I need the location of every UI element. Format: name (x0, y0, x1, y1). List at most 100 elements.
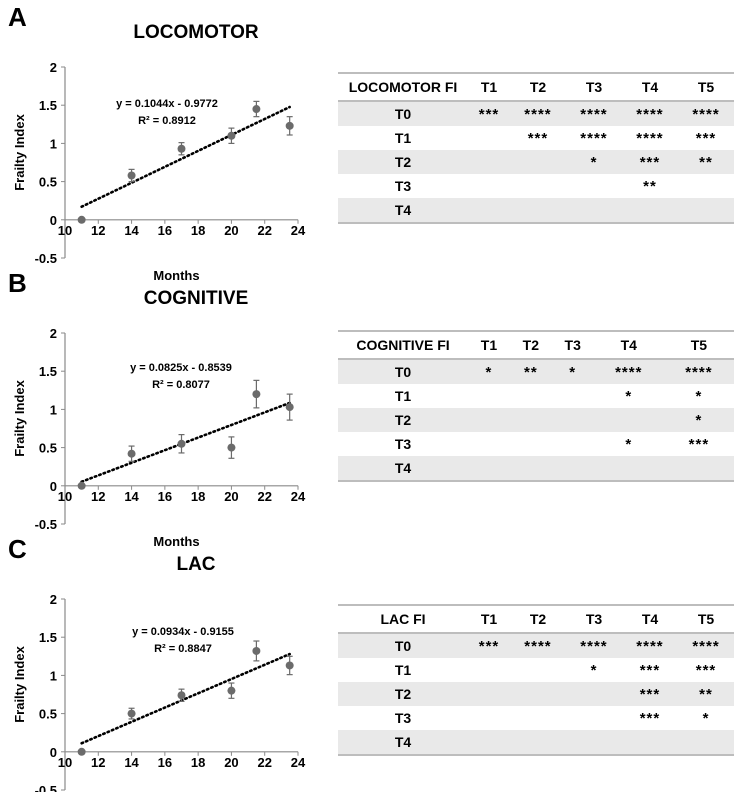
y-tick-label: -0.5 (35, 783, 57, 792)
row-header: T4 (338, 730, 468, 756)
y-tick-label: 1.5 (39, 364, 57, 379)
table-row: T4 (338, 198, 734, 224)
y-axis-title: Frailty Index (12, 113, 27, 190)
significance-cell (468, 408, 510, 432)
significance-cell: **** (636, 129, 664, 147)
significance-cell (621, 730, 678, 756)
table-row: T2 *** ** (338, 682, 734, 706)
table-row: T4 (338, 456, 734, 482)
row-header: T2 (338, 408, 468, 432)
x-tick-label: 10 (58, 489, 72, 504)
significance-cell: **** (509, 101, 566, 126)
data-point (77, 215, 86, 224)
significance-table: LAC FI T1 T2 T3 T4 T5 T0 *** **** **** **** **** T1 *… (338, 604, 734, 756)
significance-cell (552, 384, 594, 408)
panel-letter: C (8, 534, 27, 564)
data-point (177, 144, 186, 153)
significance-cell (565, 198, 622, 224)
significance-cell (509, 198, 566, 224)
x-tick-label: 24 (291, 755, 306, 770)
table-row: T3 ** (338, 174, 734, 198)
column-header: T2 (509, 604, 566, 634)
table-row: T0 * ** * **** **** (338, 359, 734, 384)
x-tick-label: 12 (91, 489, 105, 504)
x-tick-label: 20 (224, 755, 238, 770)
significance-cell: **** (565, 633, 622, 658)
trendline-equation: y = 0.1044x - 0.9772 (116, 98, 218, 110)
significance-cell: ** (509, 359, 552, 384)
significance-table: COGNITIVE FI T1 T2 T3 T4 T5 T0 * ** * **** **** T1 * *… (338, 330, 734, 482)
x-tick-label: 10 (58, 755, 72, 770)
significance-cell (565, 682, 622, 706)
row-header: T3 (394, 436, 412, 452)
significance-cell: *** (527, 129, 549, 147)
column-header: T1 (468, 72, 510, 102)
significance-cell: **** (509, 633, 566, 658)
significance-cell (509, 730, 566, 756)
table-header-row: LAC FI T1 T2 T3 T4 T5 (338, 604, 734, 634)
column-header: T1 (468, 604, 510, 634)
significance-cell (510, 384, 552, 408)
x-tick-label: 14 (124, 489, 139, 504)
data-point (227, 131, 236, 140)
significance-cell (510, 658, 566, 682)
x-tick-label: 16 (158, 489, 172, 504)
significance-cell (468, 456, 510, 482)
data-point (77, 481, 86, 490)
r-squared: R² = 0.8912 (138, 115, 196, 127)
row-header: T0 (338, 101, 468, 126)
x-tick-label: 14 (124, 223, 139, 238)
trendline-equation: y = 0.0825x - 0.8539 (130, 362, 232, 374)
table-header-row: LOCOMOTOR FI T1 T2 T3 T4 T5 (338, 72, 734, 102)
significance-cell (677, 730, 734, 756)
significance-cell (468, 384, 510, 408)
significance-cell: * (551, 359, 594, 384)
y-tick-label: 0 (50, 213, 57, 228)
data-point (252, 105, 261, 114)
x-tick-label: 24 (291, 223, 306, 238)
x-tick-label: 18 (191, 755, 205, 770)
significance-cell (510, 174, 566, 198)
data-point (285, 661, 294, 670)
column-header: T5 (677, 604, 734, 634)
y-tick-label: 1.5 (39, 630, 57, 645)
x-tick-label: 16 (158, 223, 172, 238)
y-tick-label: -0.5 (35, 517, 57, 532)
significance-cell (509, 150, 566, 174)
column-header: T4 (621, 72, 678, 102)
data-point (227, 443, 236, 452)
row-header: T3 (394, 178, 412, 194)
column-header: T3 (565, 604, 622, 634)
significance-cell: *** (639, 709, 661, 727)
x-tick-label: 24 (291, 489, 306, 504)
significance-cell: * (468, 359, 510, 384)
column-header: T1 (468, 330, 510, 360)
table-row: T0 *** **** **** **** **** (338, 633, 734, 658)
data-point (127, 449, 136, 458)
panel-b: B COGNITIVE -0.5 0 0.5 1 1.5 2 10 12 14 16 18 20 22 2… (0, 266, 735, 549)
trendline-equation-block: y = 0.0934x - 0.9155 R² = 0.8847 (98, 624, 268, 658)
y-tick-label: 1 (50, 668, 57, 683)
significance-cell (677, 198, 734, 224)
significance-cell (566, 174, 622, 198)
significance-cell: ** (677, 150, 734, 174)
row-header: T4 (338, 198, 468, 224)
r-squared: R² = 0.8077 (152, 379, 210, 391)
y-tick-label: 0 (50, 745, 57, 760)
significance-cell: * (695, 387, 703, 405)
table-row: T2 * *** ** (338, 150, 734, 174)
significance-cell (510, 706, 566, 730)
x-tick-label: 12 (91, 755, 105, 770)
data-point (127, 171, 136, 180)
x-axis-title: Months (153, 268, 199, 283)
frailty-chart: -0.500.511.521012141618202224MonthsFrail… (12, 592, 306, 792)
significance-cell (663, 456, 734, 482)
r-squared: R² = 0.8847 (154, 643, 212, 655)
table-row: T1 * *** *** (338, 658, 734, 682)
significance-cell (468, 682, 510, 706)
row-header: T1 (394, 662, 412, 678)
table-row: T2 * (338, 408, 734, 432)
data-point (252, 646, 261, 655)
